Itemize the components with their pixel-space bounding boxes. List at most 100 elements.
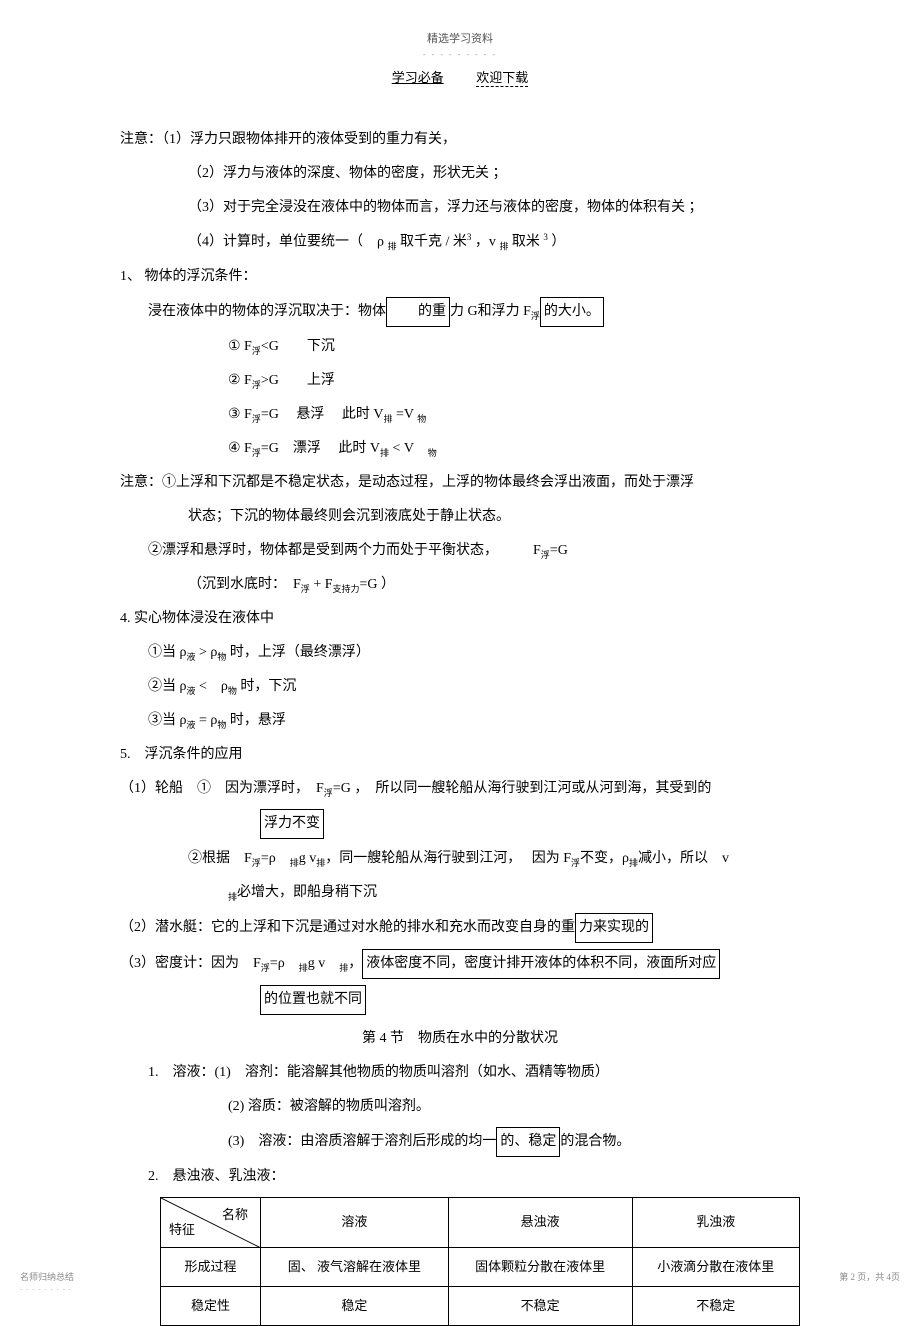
s5sub3-box2: 的位置也就不同 xyxy=(260,985,366,1015)
s4c3b: = ρ xyxy=(196,713,218,728)
note2-l4-sub2: 支持力 xyxy=(333,583,360,593)
header-top: 精选学习资料 xyxy=(120,30,800,46)
note4-sup2: 3 xyxy=(543,232,548,242)
footer-dots: - - - - - - - - - xyxy=(20,1285,72,1293)
note2-l3a: ②漂浮和悬浮时，物体都是受到两个力而处于平衡状态， F xyxy=(148,543,541,558)
s5p2-sub2: 排 xyxy=(290,857,299,867)
chapter4-title: 第 4 节 物质在水中的分散状况 xyxy=(120,1025,800,1053)
note2-l4: （沉到水底时： F浮 + F支持力=G ） xyxy=(120,571,800,599)
s4c2-sub2: 物 xyxy=(228,685,237,695)
s5p2-sub5: 排 xyxy=(629,857,638,867)
table-r1-label: 形成过程 xyxy=(161,1247,261,1286)
table-r2c2: 不稳定 xyxy=(448,1286,632,1325)
s1-cond1: ① F浮<G 下沉 xyxy=(120,333,800,361)
s5p2e: 不变，ρ xyxy=(580,851,629,866)
note4-sub2: 排 xyxy=(499,241,508,251)
s1-cond2: ② F浮>G 上浮 xyxy=(120,367,800,395)
sec4-l4: 2. 悬浊液、乳浊液： xyxy=(120,1163,800,1191)
diag-name-label: 名称 xyxy=(222,1202,248,1228)
s5sub3-sub3: 排 xyxy=(339,962,348,972)
page-content: 注意：（1）浮力只跟物体排开的液体受到的重力有关， （2）浮力与液体的深度、物体… xyxy=(120,126,800,1326)
s5-sub3: （3）密度计：因为 F浮=ρ 排g v 排，液体密度不同，密度计排开液体的体积不… xyxy=(120,949,800,979)
table-r2c1: 稳定 xyxy=(261,1286,449,1325)
s4-c1: ①当 ρ液 > ρ物 时，上浮（最终漂浮） xyxy=(120,639,800,667)
table-h3: 乳浊液 xyxy=(632,1197,800,1247)
note2-l4a: （沉到水底时： F xyxy=(188,577,301,592)
s1c1b: <G 下沉 xyxy=(261,339,335,354)
sec4-l3: (3) 溶液：由溶质溶解于溶剂后形成的均一的、稳定的混合物。 xyxy=(120,1127,800,1157)
s4c3c: 时，悬浮 xyxy=(226,713,286,728)
s5sub3c: g v xyxy=(308,956,340,971)
s5p2c: g v xyxy=(299,851,317,866)
s5p2-sub3: 排 xyxy=(316,857,325,867)
s5p3-sub: 排 xyxy=(228,891,237,901)
s5sub3-box1: 液体密度不同，密度计排开液体的体积不同，液面所对应 xyxy=(362,949,720,979)
sec4-l3a: (3) 溶液：由溶质溶解于溶剂后形成的均一 xyxy=(228,1134,496,1149)
s5sub3b: =ρ xyxy=(270,956,299,971)
s1c4b: =G 漂浮 此时 V xyxy=(261,441,380,456)
s1c4-sub3: 物 xyxy=(428,447,437,457)
note2-l4c: =G ） xyxy=(360,577,396,592)
note4-sub1: 排 xyxy=(388,241,397,251)
s5p1b: =G ， 所以同一艘轮船从海行驶到江河或从河到海，其受到的 xyxy=(333,781,712,796)
table-r1c3: 小液滴分散在液体里 xyxy=(632,1247,800,1286)
section1-desc: 浸在液体中的物体的浮沉取决于：物体 的重力 G和浮力 F浮的大小。 xyxy=(120,297,800,327)
s5-sub2: （2）潜水艇：它的上浮和下沉是通过对水舱的排水和充水而改变自身的重力来实现的 xyxy=(120,913,800,943)
s1c1-sub: 浮 xyxy=(252,345,261,355)
s5p1a: （1）轮船 ① 因为漂浮时， F xyxy=(120,781,324,796)
s5-p2: ②根据 F浮=ρ 排g v排，同一艘轮船从海行驶到江河， 因为 F浮不变，ρ排减… xyxy=(120,845,800,873)
s1-cond4: ④ F浮=G 漂浮 此时 V排 < V 物 xyxy=(120,435,800,463)
header-dots: - - - - - - - - - xyxy=(120,50,800,59)
table-r1c1: 固、 液气溶解在液体里 xyxy=(261,1247,449,1286)
s5p2f: 减小，所以 v xyxy=(638,851,729,866)
s5p2b: =ρ xyxy=(261,851,290,866)
s4c2c: 时，下沉 xyxy=(237,679,297,694)
s1-desc-sub: 浮 xyxy=(531,310,540,320)
s1c2a: ② F xyxy=(228,373,252,388)
note-4b: 取千克 / 米 xyxy=(400,235,467,250)
footer-left: 名师归纳总结 xyxy=(20,1270,74,1283)
table-r1c2: 固体颗粒分散在液体里 xyxy=(448,1247,632,1286)
note2-l3: ②漂浮和悬浮时，物体都是受到两个力而处于平衡状态， F浮=G xyxy=(120,537,800,565)
s4c1a: ①当 ρ xyxy=(148,645,187,660)
s1c3c: =V xyxy=(393,407,418,422)
section1-title: 1、 物体的浮沉条件： xyxy=(120,263,800,291)
s5-p1-box: 浮力不变 xyxy=(120,809,800,839)
s4c1c: 时，上浮（最终漂浮） xyxy=(226,645,370,660)
s1-cond3: ③ F浮=G 悬浮 此时 V排 =V 物 xyxy=(120,401,800,429)
note-4e: ） xyxy=(551,235,565,250)
note2-l3b: =G xyxy=(550,543,568,558)
sec4-l2: (2) 溶质：被溶解的物质叫溶剂。 xyxy=(120,1093,800,1121)
s1c3a: ③ F xyxy=(228,407,252,422)
note2-l1: 注意：①上浮和下沉都是不稳定状态，是动态过程，上浮的物体最终会浮出液面，而处于漂… xyxy=(120,469,800,497)
diag-feat-label: 特征 xyxy=(169,1217,195,1243)
note4-sup1: 3 xyxy=(467,232,472,242)
s5p2a: ②根据 F xyxy=(188,851,252,866)
s5sub3a: （3）密度计：因为 F xyxy=(120,956,261,971)
s4-c2: ②当 ρ液 < ρ物 时，下沉 xyxy=(120,673,800,701)
s1c4a: ④ F xyxy=(228,441,252,456)
s5p1-box-text: 浮力不变 xyxy=(260,809,324,839)
s1c1a: ① F xyxy=(228,339,252,354)
table-r2c3: 不稳定 xyxy=(632,1286,800,1325)
note2-l4-sub1: 浮 xyxy=(301,583,310,593)
note-1: 注意：（1）浮力只跟物体排开的液体受到的重力有关， xyxy=(120,126,800,154)
s4c3-sub1: 液 xyxy=(187,719,196,729)
s5sub3-sub2: 排 xyxy=(299,962,308,972)
table-h2: 悬浊液 xyxy=(448,1197,632,1247)
s5sub3d: ， xyxy=(348,956,362,971)
s1c2-sub: 浮 xyxy=(252,379,261,389)
table-r2-label: 稳定性 xyxy=(161,1286,261,1325)
table-row: 形成过程 固、 液气溶解在液体里 固体颗粒分散在液体里 小液滴分散在液体里 xyxy=(161,1247,800,1286)
s1c3b: =G 悬浮 此时 V xyxy=(261,407,384,422)
s4c2a: ②当 ρ xyxy=(148,679,187,694)
table-header-row: 名称 特征 溶液 悬浊液 乳浊液 xyxy=(161,1197,800,1247)
s4c1-sub1: 液 xyxy=(187,651,196,661)
s1-desc-b: 力 G和浮力 F xyxy=(450,304,531,319)
footer-right: 第 2 页，共 4页 xyxy=(839,1270,900,1283)
s1c4-sub1: 浮 xyxy=(252,447,261,457)
note-4d: 取米 xyxy=(512,235,544,250)
header-subtitle: 学习必备 欢迎下载 xyxy=(120,67,800,86)
s5p1-sub: 浮 xyxy=(324,787,333,797)
s5p2-sub1: 浮 xyxy=(252,857,261,867)
